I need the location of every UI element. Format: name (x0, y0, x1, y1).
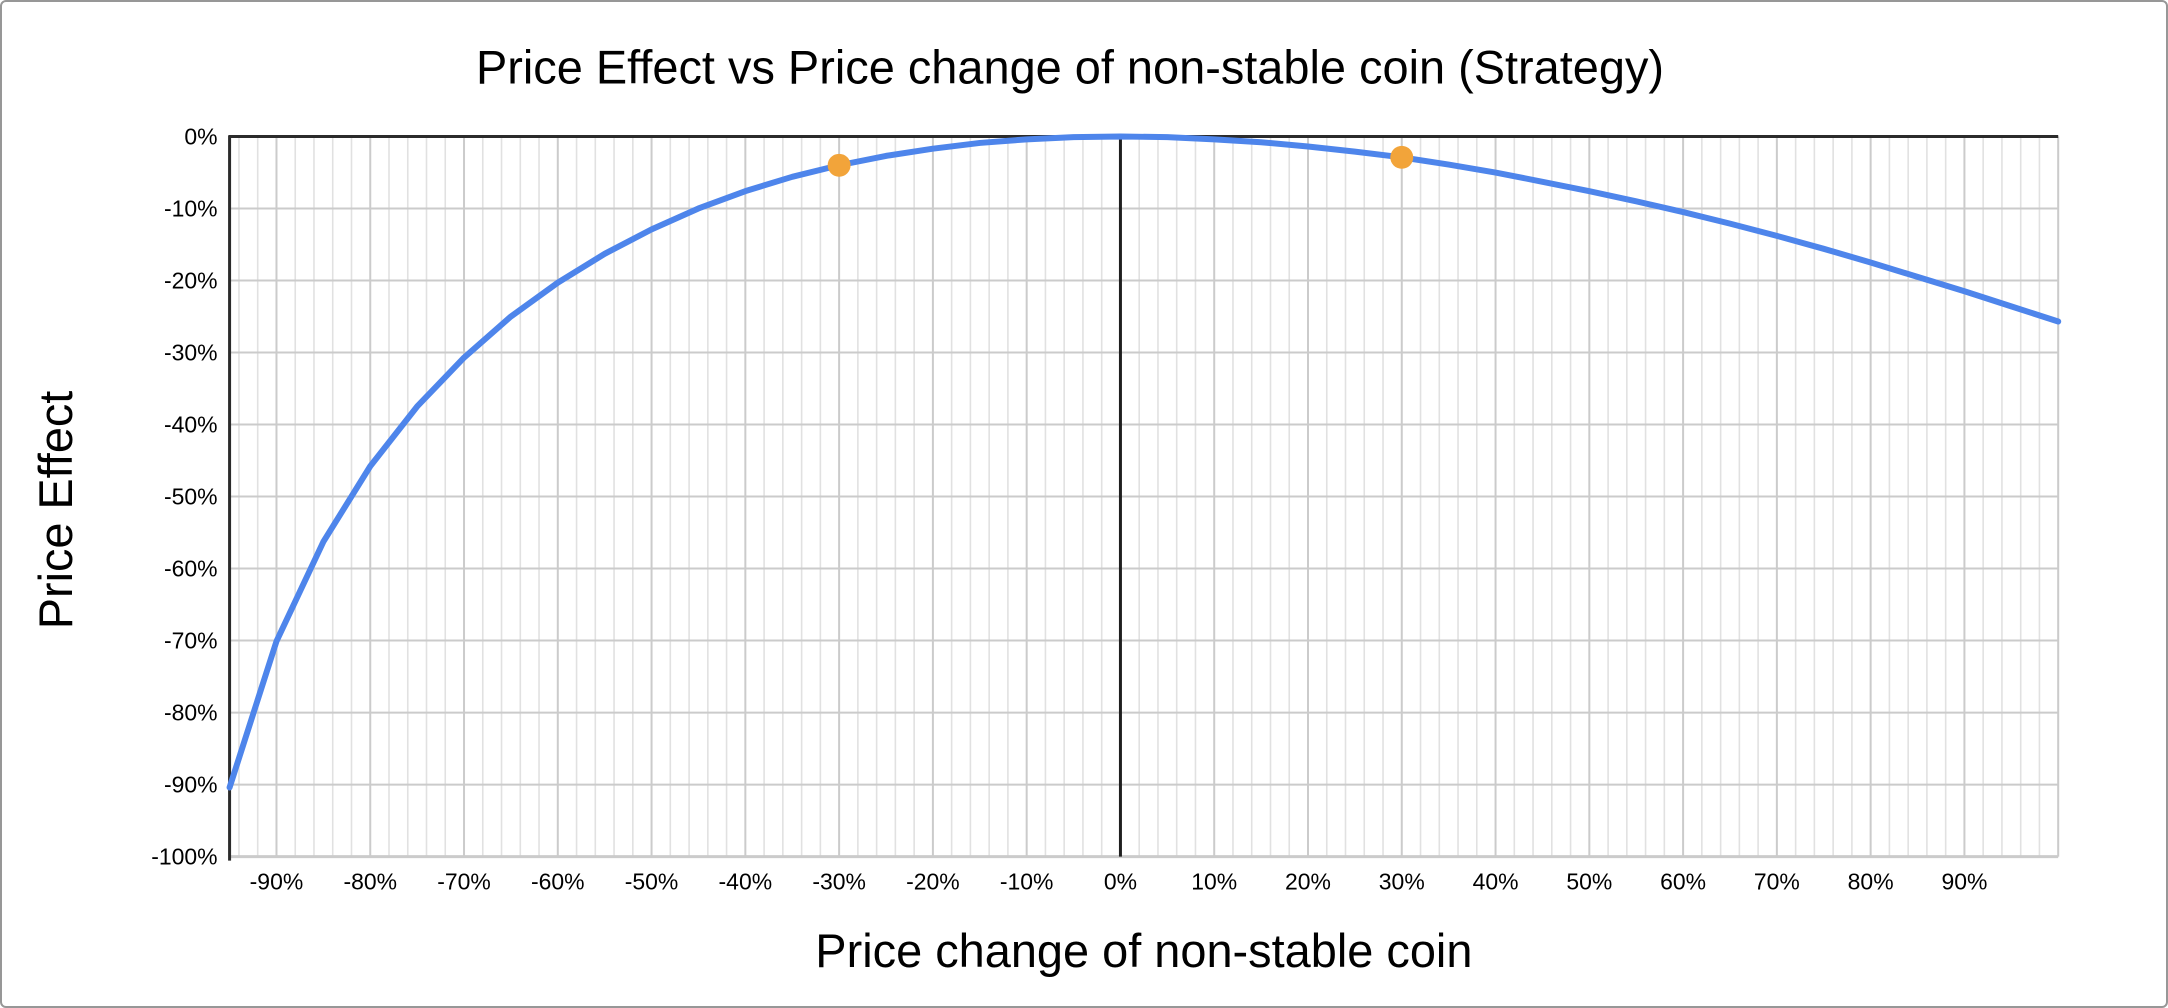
x-tick-label: -20% (906, 868, 960, 894)
chart-title: Price Effect vs Price change of non-stab… (476, 42, 1664, 94)
y-tick-label: 0% (184, 123, 217, 149)
x-tick-label: -60% (531, 868, 585, 894)
major-gridlines (229, 136, 2060, 857)
x-tick-label: -80% (343, 868, 397, 894)
x-tick-label: 20% (1285, 868, 1331, 894)
y-tick-label: -100% (151, 844, 217, 870)
x-tick-label: 80% (1848, 868, 1894, 894)
y-tick-label: -50% (164, 484, 218, 510)
y-tick-label: -80% (164, 700, 218, 726)
x-tick-label: -50% (625, 868, 679, 894)
y-tick-label: -40% (164, 412, 218, 438)
y-axis-title: Price Effect (30, 391, 82, 629)
tick-labels-layer: -90% -80% -70% -60% -50% -40% -30% -20% -10% 0% 10… (151, 123, 1987, 894)
x-tick-label: -70% (437, 868, 491, 894)
highlight-point[interactable] (1390, 145, 1414, 169)
y-tick-label: -70% (164, 628, 218, 654)
y-tick-label: -30% (164, 339, 218, 365)
y-tick-label: -90% (164, 772, 218, 798)
x-tick-label: 30% (1379, 868, 1425, 894)
y-tick-label: -10% (164, 195, 218, 221)
x-tick-label: 90% (1941, 868, 1987, 894)
x-tick-label: 60% (1660, 868, 1706, 894)
x-tick-label: -10% (1000, 868, 1054, 894)
axis-lines (228, 134, 2059, 861)
x-tick-label: 10% (1191, 868, 1237, 894)
highlight-point[interactable] (827, 153, 851, 177)
x-tick-label: 40% (1473, 868, 1519, 894)
x-tick-label: 0% (1104, 868, 1137, 894)
y-tick-label: -60% (164, 556, 218, 582)
series-layer (226, 133, 2062, 791)
x-tick-label: -30% (812, 868, 866, 894)
x-tick-label: -40% (719, 868, 773, 894)
x-tick-label: -90% (250, 868, 304, 894)
highlight-points-layer (827, 145, 1414, 177)
x-tick-label: 70% (1754, 868, 1800, 894)
x-tick-label: 50% (1566, 868, 1612, 894)
x-axis-title: Price change of non-stable coin (815, 925, 1472, 977)
strategy-curve (226, 133, 2062, 791)
y-tick-label: -20% (164, 267, 218, 293)
